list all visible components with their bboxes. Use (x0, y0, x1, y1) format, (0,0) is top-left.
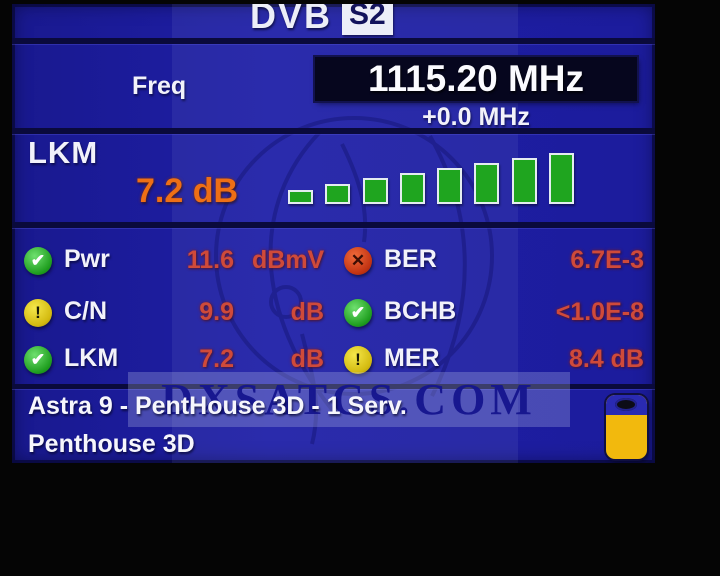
measure-value: 11.6 (186, 246, 234, 274)
watermark-band: DXSATCS.COM (128, 372, 570, 427)
battery-icon (606, 395, 647, 459)
lkm-db-value: 7.2 dB (136, 172, 239, 210)
measure-label: BER (384, 245, 437, 273)
satellite-transponder-label: Astra 9 - PentHouse 3D - 1 Serv. (28, 392, 407, 420)
status-icon: ✔ (344, 299, 372, 327)
frequency-section: Freq 1115.20 MHz +0.0 MHz (12, 44, 655, 131)
measure-label: C/N (64, 297, 108, 325)
watermark-dish-sketch-icon (214, 116, 494, 445)
service-name-label: Penthouse 3D (28, 430, 195, 458)
divider (12, 38, 655, 44)
measurements-table: ✔ Pwr 11.6 dBmV ✕ BER 6.7E-3 ! C/N 9.9 d… (12, 228, 655, 384)
signal-bar-graph (288, 148, 574, 204)
freq-value-box: 1115.20 MHz (315, 57, 637, 101)
measure-value: <1.0E-8 (555, 298, 644, 326)
freq-offset: +0.0 MHz (422, 103, 530, 131)
measure-value: 7.2 (199, 345, 234, 373)
table-row: ✔ Pwr 11.6 dBmV ✕ BER 6.7E-3 (12, 244, 655, 278)
watermark-text: DXSATCS.COM (161, 375, 537, 424)
table-row: ! C/N 9.9 dB ✔ BCHB <1.0E-8 (12, 296, 655, 330)
status-icon: ! (344, 346, 372, 374)
signal-bar (511, 158, 537, 204)
measure-label: BCHB (384, 297, 457, 325)
s2-badge: S2 (342, 4, 393, 35)
measure-unit: dB (290, 345, 324, 373)
freq-label: Freq (132, 72, 187, 100)
signal-bar (548, 153, 574, 204)
dvb-logo-text: DVB (250, 4, 333, 36)
freq-value: 1115.20 MHz (368, 58, 584, 99)
signal-bar (437, 168, 463, 204)
divider (12, 222, 655, 228)
status-icon: ✔ (24, 247, 52, 275)
signal-bar (399, 173, 425, 204)
table-row: ✔ LKM 7.2 dB ! MER 8.4 dB (12, 343, 655, 377)
signal-bar (474, 163, 500, 204)
measure-label: MER (384, 344, 440, 372)
status-icon: ✕ (344, 247, 372, 275)
signal-bar (362, 178, 388, 204)
measure-value: 8.4 dB (568, 345, 644, 373)
meter-screen: DVB S2 Freq 1115.20 MHz +0.0 MHz LKM 7.2… (12, 4, 655, 463)
measure-value: 6.7E-3 (570, 246, 644, 274)
lkm-section-label: LKM (28, 135, 99, 170)
measure-label: LKM (64, 344, 119, 372)
signal-bar (288, 190, 313, 204)
dvb-s2-logo: DVB S2 (250, 4, 393, 37)
signal-bar (325, 184, 351, 204)
measure-value: 9.9 (199, 298, 234, 326)
status-icon: ! (24, 299, 52, 327)
signal-level-section: LKM 7.2 dB (12, 134, 655, 222)
battery-cap (615, 398, 637, 411)
divider (12, 128, 655, 134)
divider (12, 384, 655, 389)
measure-unit: dB (290, 298, 324, 326)
status-icon: ✔ (24, 346, 52, 374)
channel-info-section: Astra 9 - PentHouse 3D - 1 Serv. Penthou… (12, 389, 655, 463)
measure-label: Pwr (64, 245, 110, 273)
header-bar: DVB S2 (12, 4, 655, 38)
measure-unit: dBmV (252, 246, 325, 274)
